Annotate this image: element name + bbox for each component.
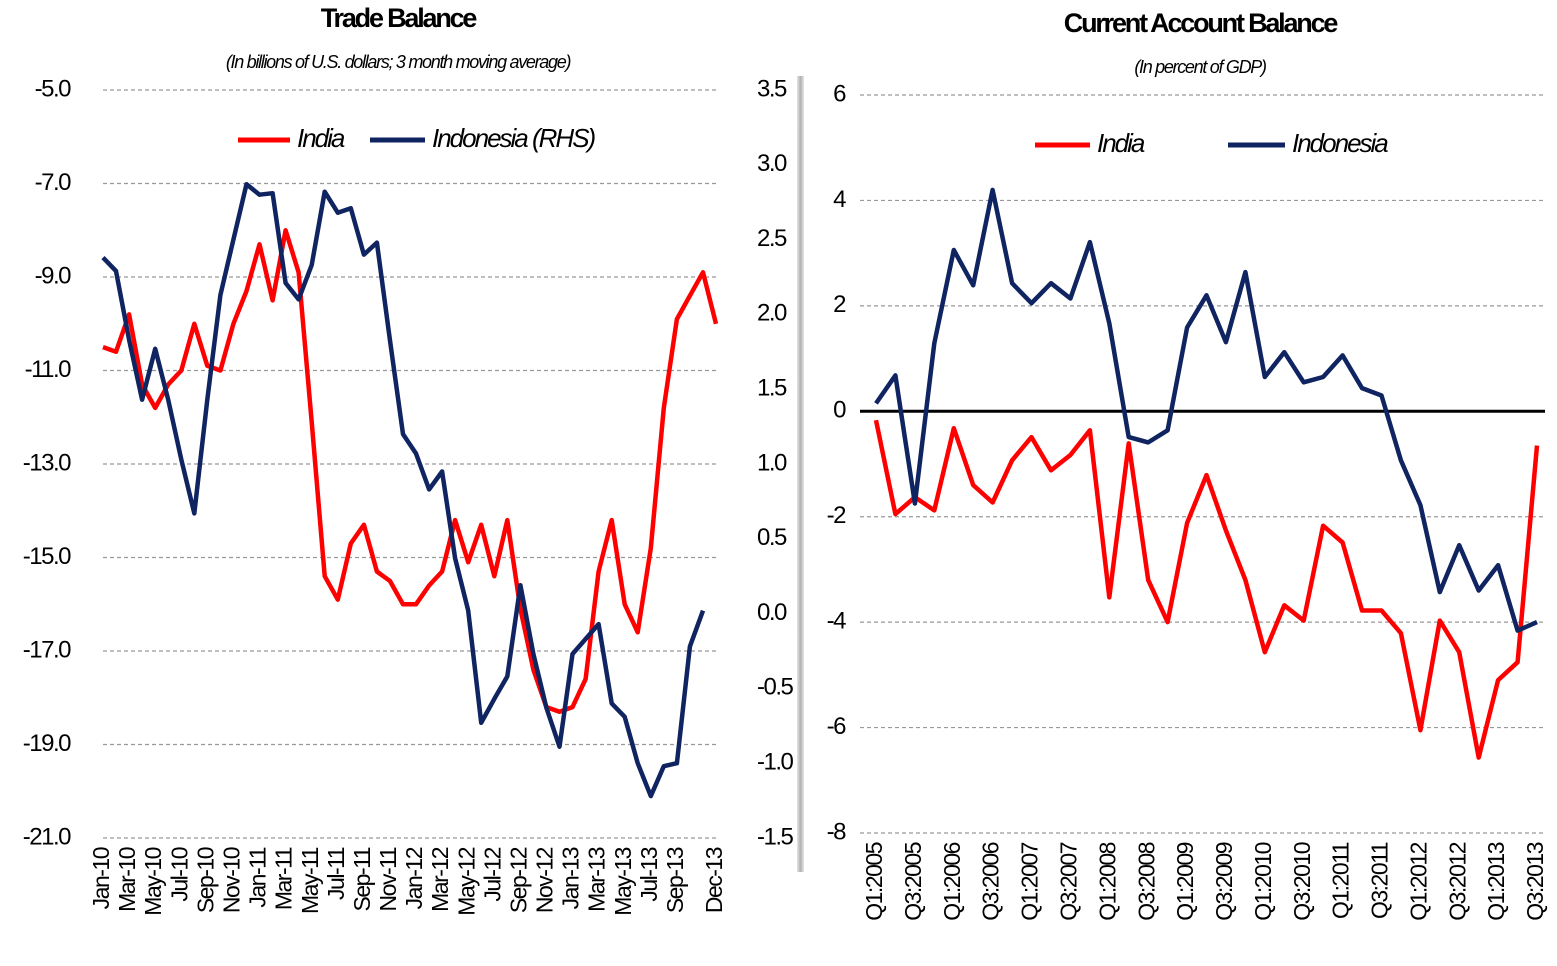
y-tick-label: -8 (827, 818, 846, 845)
y2-tick-label: 0.5 (757, 524, 787, 551)
x-tick-label: Sep-12 (505, 847, 531, 913)
x-tick-label: Sep-10 (192, 847, 218, 913)
x-tick-label: Q1:2009 (1172, 842, 1198, 920)
y-tick-label: -6 (827, 713, 846, 740)
chart: Current Account Balance (In percent of GD… (827, 8, 1548, 921)
x-tick-label: Q1:2008 (1094, 842, 1120, 920)
legend-label: India (297, 123, 345, 153)
x-tick-label: Mar-12 (427, 847, 453, 912)
chart-subtitle: (In billions of U.S. dollars; 3 month mo… (226, 52, 571, 72)
y2-tick-label: 0.0 (757, 599, 787, 626)
y2-tick-label: 3.0 (757, 150, 787, 177)
y2-tick-label: 2.5 (757, 225, 787, 252)
y2-tick-label: -1.5 (757, 823, 794, 850)
x-tick-label: Jan-10 (88, 847, 114, 909)
chart: Trade Balance (In billions of U.S. dollar… (23, 3, 795, 916)
x-tick-label: May-10 (140, 847, 166, 915)
x-tick-label: Q3:2006 (978, 842, 1004, 920)
x-tick-label: Q1:2010 (1250, 842, 1276, 920)
x-tick-label: Nov-11 (375, 847, 401, 911)
y2-tick-label: 3.5 (757, 75, 787, 102)
x-tick-label: May-11 (297, 847, 323, 914)
y-tick-label: -7.0 (35, 169, 72, 196)
y-tick-label: 6 (833, 80, 846, 107)
x-tick-label: Q1:2006 (939, 842, 965, 920)
x-tick-label: Q3:2011 (1367, 842, 1393, 919)
x-tick-label: Mar-13 (584, 847, 610, 912)
x-tick-label: Q3:2008 (1133, 842, 1159, 920)
x-tick-label: Q3:2007 (1055, 842, 1081, 920)
x-tick-label: Q3:2012 (1444, 842, 1470, 920)
y2-tick-label: 1.5 (757, 375, 787, 402)
series-line (101, 181, 706, 799)
separator (797, 76, 804, 872)
x-tick-label: Q1:2007 (1017, 842, 1043, 920)
x-tick-label: Q3:2005 (900, 842, 926, 920)
chart-title: Trade Balance (321, 3, 478, 33)
x-tick-label: May-13 (610, 847, 636, 915)
y-tick-label: -11.0 (25, 356, 72, 383)
y-tick-label: -9.0 (35, 262, 72, 289)
x-tick-label: Nov-10 (219, 847, 245, 913)
y-tick-label: -17.0 (23, 636, 71, 663)
x-tick-label: Q3:2013 (1522, 842, 1548, 920)
y-tick-label: -15.0 (23, 543, 71, 570)
series-line (102, 228, 719, 715)
y-tick-label: -4 (827, 607, 846, 634)
x-tick-label: Jul-13 (636, 847, 662, 901)
x-tick-label: Q1:2013 (1483, 842, 1509, 920)
y-tick-label: -21.0 (23, 823, 71, 850)
x-tick-label: May-12 (453, 847, 479, 915)
x-tick-label: Sep-11 (349, 847, 375, 911)
y-tick-label: -13.0 (23, 449, 71, 476)
x-tick-label: Nov-12 (532, 847, 558, 913)
x-tick-label: Jan-11 (245, 847, 271, 907)
x-tick-label: Q1:2012 (1405, 842, 1431, 920)
y-tick-label: -19.0 (23, 730, 71, 757)
series-line (874, 187, 1538, 633)
y-tick-label: -2 (827, 502, 846, 529)
x-tick-label: Dec-13 (701, 847, 727, 913)
x-tick-label: Q1:2011 (1328, 842, 1354, 919)
series-line (873, 419, 1540, 760)
y-tick-label: 0 (833, 397, 846, 424)
x-tick-label: Jan-13 (558, 847, 584, 909)
x-tick-label: Mar-10 (114, 847, 140, 912)
x-tick-label: Jul-10 (166, 847, 192, 901)
legend-label: Indonesia (RHS) (432, 123, 596, 153)
y2-tick-label: 1.0 (757, 449, 787, 476)
x-tick-label: Jan-12 (401, 847, 427, 909)
x-tick-label: Mar-11 (271, 847, 297, 910)
y2-tick-label: 2.0 (757, 300, 787, 327)
x-tick-label: Jul-11 (323, 847, 349, 900)
x-tick-label: Jul-12 (479, 847, 505, 901)
legend-label: India (1097, 128, 1145, 158)
y-tick-label: 4 (833, 186, 846, 213)
y-tick-label: -5.0 (35, 75, 72, 102)
y2-tick-label: -1.0 (757, 749, 794, 776)
x-tick-label: Sep-13 (662, 847, 688, 913)
x-tick-label: Q3:2009 (1211, 842, 1237, 920)
chart-title: Current Account Balance (1064, 8, 1339, 38)
y2-tick-label: -0.5 (757, 674, 794, 701)
chart-subtitle: (In percent of GDP) (1134, 57, 1266, 77)
x-tick-label: Q1:2005 (861, 842, 887, 920)
x-tick-label: Q3:2010 (1289, 842, 1315, 920)
y-tick-label: 2 (833, 291, 846, 318)
legend-label: Indonesia (1292, 128, 1388, 158)
